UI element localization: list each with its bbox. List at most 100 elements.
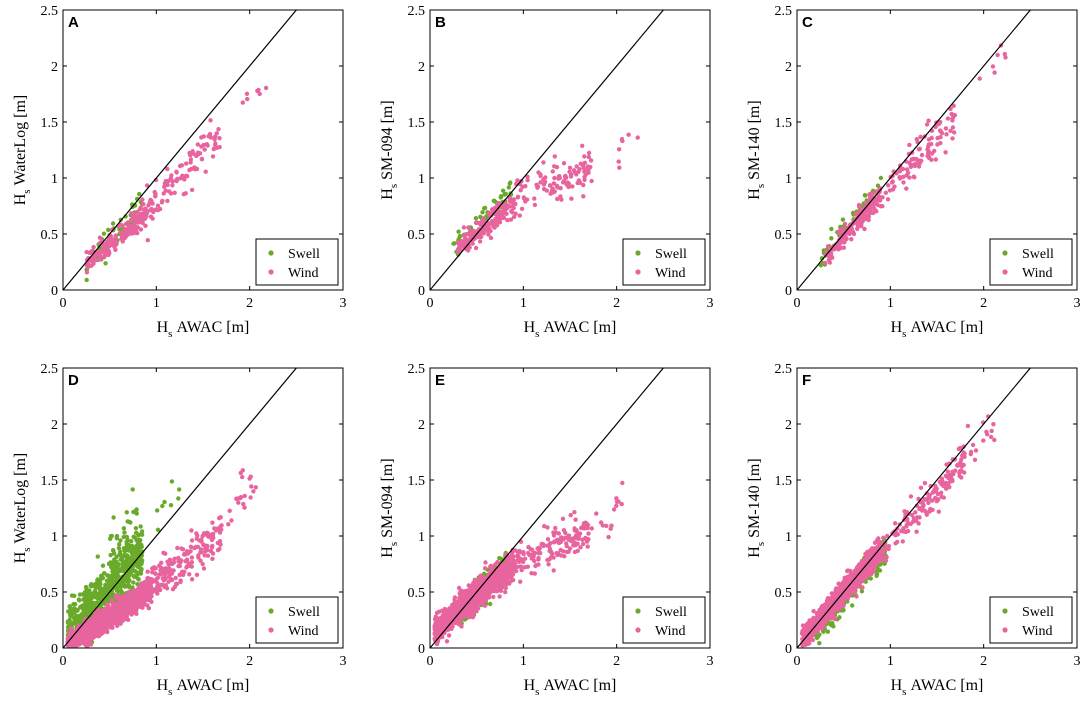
wind-point [890, 179, 895, 184]
swell-point [95, 596, 100, 601]
wind-point [201, 134, 206, 139]
y-axis-label: HsSM-140 [m] [746, 100, 767, 199]
wind-point [573, 533, 579, 538]
wind-point [162, 184, 167, 189]
wind-point [434, 626, 439, 632]
y-tick-label: 2.5 [41, 4, 59, 19]
wind-point [83, 643, 89, 648]
wind-point [467, 604, 472, 610]
swell-point [139, 532, 145, 537]
y-axis-label-main: H [746, 188, 763, 200]
wind-point [205, 143, 210, 148]
y-tick-label: 1 [51, 530, 58, 545]
wind-point [526, 550, 531, 556]
wind-point [856, 202, 862, 208]
wind-point [238, 495, 244, 500]
swell-point [122, 530, 127, 535]
wind-point [188, 157, 194, 162]
wind-point [566, 184, 571, 190]
wind-point [551, 540, 557, 545]
wind-point [560, 516, 566, 521]
y-axis-label-rest: SM-094 [m] [379, 458, 396, 538]
wind-point [121, 600, 126, 605]
wind-point [201, 566, 207, 571]
wind-point [127, 595, 132, 600]
wind-point [446, 617, 451, 623]
wind-point [600, 523, 605, 528]
swell-point [456, 229, 461, 234]
wind-point [904, 186, 909, 191]
y-axis-label: HsSM-094 [m] [379, 100, 400, 199]
wind-point [919, 152, 925, 158]
x-axis-label: Hs AWAC [m] [524, 677, 617, 698]
wind-point [580, 143, 585, 148]
swell-point [862, 193, 868, 198]
wind-point [175, 545, 180, 551]
swell-point [111, 548, 116, 553]
swell-point [103, 261, 108, 266]
swell-point [121, 534, 127, 540]
wind-point [483, 560, 488, 565]
swell-point [129, 539, 134, 544]
panel-e: 0 1 2 300.511.522.5Hs AWAC [m]HsSM-094 [m]ES… [379, 362, 714, 698]
wind-point [473, 245, 479, 251]
swell-point [506, 185, 511, 190]
swell-point [814, 635, 820, 640]
wind-point [589, 526, 594, 531]
wind-point [501, 578, 506, 584]
wind-point [457, 600, 462, 605]
swell-legend-label: Swell [655, 605, 687, 620]
wind-point [146, 594, 151, 599]
wind-point [444, 639, 450, 644]
wind-point [586, 531, 591, 536]
wind-point [582, 169, 587, 174]
wind-point [183, 191, 188, 196]
wind-point [454, 618, 459, 623]
swell-point [177, 487, 182, 492]
y-tick-label: 0 [785, 284, 792, 299]
wind-point [838, 227, 843, 233]
wind-point [487, 579, 492, 585]
swell-point [101, 231, 107, 236]
swell-point [127, 545, 132, 550]
wind-point [172, 556, 177, 561]
wind-point [519, 206, 525, 211]
wind-point [195, 533, 200, 538]
wind-point [542, 524, 547, 529]
wind-point [529, 547, 535, 552]
y-tick-label: 0.5 [41, 586, 59, 601]
wind-point [440, 608, 445, 613]
wind-point [503, 567, 509, 573]
wind-point [582, 154, 587, 159]
wind-point [110, 227, 115, 232]
swell-point [102, 571, 107, 576]
x-tick-label: 1 [153, 654, 160, 669]
wind-point [135, 225, 140, 230]
wind-point [536, 547, 541, 552]
wind-point [574, 164, 579, 169]
wind-point [491, 576, 496, 582]
swell-point [503, 191, 508, 197]
wind-point [929, 135, 934, 141]
wind-point [153, 207, 158, 212]
swell-point [124, 553, 129, 558]
wind-point [187, 167, 192, 173]
y-tick-label: 2.5 [775, 4, 793, 19]
x-axis-label: Hs AWAC [m] [891, 319, 984, 340]
swell-point [138, 568, 144, 573]
wind-point [833, 242, 838, 248]
wind-point [165, 166, 170, 172]
wind-point [251, 489, 256, 494]
wind-point [183, 173, 189, 178]
wind-point [486, 595, 491, 600]
swell-point [114, 585, 120, 590]
wind-point [614, 503, 619, 508]
wind-point [880, 204, 885, 209]
swell-legend-label: Swell [1022, 247, 1054, 262]
wind-point [217, 530, 223, 535]
wind-point [619, 501, 624, 507]
wind-point [616, 159, 621, 164]
wind-point [118, 597, 123, 602]
y-axis-label-rest: WaterLog [m] [12, 453, 29, 544]
